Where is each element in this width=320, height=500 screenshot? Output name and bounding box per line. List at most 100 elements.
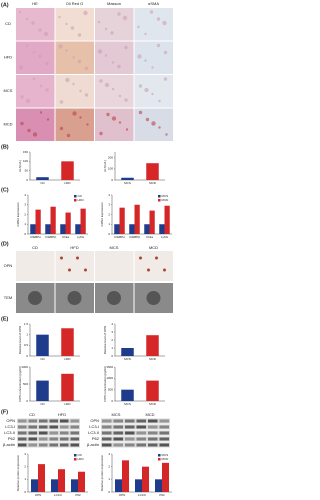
tissue-detail (32, 51, 36, 54)
y-tick-label: 4 (111, 322, 113, 326)
bar (35, 209, 41, 234)
blot-strip (101, 442, 170, 448)
x-tick-label: P62 (159, 493, 165, 497)
row-label: OPN (4, 263, 13, 268)
blot-band (39, 443, 48, 447)
tissue-detail (118, 121, 122, 124)
stain (84, 268, 87, 272)
tissue-detail (165, 133, 168, 136)
column-header: HFD (70, 245, 78, 250)
blot-band (28, 443, 37, 447)
panel-label: (B) (1, 144, 9, 150)
legend-label: MCD (162, 457, 170, 461)
tissue-detail (124, 45, 128, 50)
bar (51, 479, 58, 492)
y-tick-label: 2 (111, 338, 113, 342)
tissue-detail (151, 66, 154, 69)
tissue-detail (83, 10, 88, 16)
tissue-detail (20, 121, 24, 126)
nucleus (28, 291, 42, 305)
legend-swatch (74, 458, 77, 461)
y-tick-label: 200 (108, 155, 113, 159)
band-label: P62 (92, 436, 100, 441)
tissue-detail (65, 49, 68, 52)
y-tick-label: 4 (24, 193, 26, 197)
y-axis-label: Relative protein expression (100, 455, 104, 492)
y-tick-label: 500 (108, 387, 113, 391)
y-tick-label: 1000 (21, 365, 28, 369)
nucleus (67, 291, 82, 305)
tissue-detail (99, 79, 103, 83)
y-tick-label: 0 (26, 354, 28, 358)
y-axis-label: Relative level of OPN (18, 326, 22, 355)
micrograph (95, 8, 134, 41)
blot-strip (101, 424, 170, 430)
panel-label: (E) (1, 316, 9, 322)
tissue-detail (104, 82, 110, 88)
tissue-detail (156, 17, 161, 21)
tissue-detail (144, 59, 147, 62)
panel-label: (C) (1, 187, 9, 193)
x-tick-label: CD (40, 402, 45, 406)
tissue-detail (144, 32, 147, 36)
y-tick-label: 1 (111, 346, 113, 350)
tissue-detail (117, 64, 121, 69)
blot-band (60, 431, 69, 435)
y-tick-label: 1 (108, 222, 110, 226)
legend-label: MCD (162, 198, 170, 202)
blot-band (70, 431, 79, 435)
blot-strip (17, 418, 80, 424)
blot-band (18, 425, 27, 429)
column-header: MCD (149, 245, 158, 250)
y-tick-label: 3 (111, 330, 113, 334)
tissue-detail (18, 10, 22, 14)
micrograph (55, 251, 94, 281)
blot-band (70, 425, 79, 429)
legend-swatch (74, 195, 77, 198)
blot-band (159, 425, 169, 429)
blot-band (102, 437, 112, 441)
tissue-detail (20, 95, 24, 99)
band-label: OPN (6, 418, 15, 423)
bar (122, 460, 129, 492)
blot-band (18, 437, 27, 441)
bar (121, 389, 134, 401)
y-tick-label: 1500 (106, 365, 113, 369)
tissue-detail (65, 77, 70, 83)
tissue-detail (110, 31, 114, 35)
panel-label: (F) (1, 409, 8, 415)
bar (146, 335, 159, 356)
micrograph (95, 108, 134, 141)
x-tick-label: C/EBPβ (45, 235, 56, 239)
row-label: HFD (4, 55, 12, 60)
blot-band (60, 419, 69, 423)
bar (159, 224, 165, 234)
blot-band (159, 443, 169, 447)
y-tick-label: 100 (23, 159, 28, 163)
bar (146, 380, 159, 401)
y-tick-label: 1 (24, 222, 26, 226)
tissue-detail (99, 131, 103, 136)
tissue-detail (66, 133, 71, 138)
legend-label: HFD (78, 198, 85, 202)
bar (36, 334, 49, 356)
y-tick-label: 4 (108, 193, 110, 197)
tissue-detail (118, 94, 122, 98)
blot-band (39, 419, 48, 423)
tissue-detail (27, 128, 31, 133)
micrograph (95, 251, 134, 281)
tissue-detail (111, 87, 115, 91)
row-label: MCS (4, 88, 13, 93)
tissue-detail (72, 82, 75, 86)
tissue-detail (137, 54, 142, 59)
blot-band (70, 443, 79, 447)
tissue-detail (106, 112, 110, 117)
blot-band (70, 419, 79, 423)
blot-strip (17, 436, 80, 442)
column-header: HFD (58, 412, 66, 417)
y-tick-label: 150 (23, 150, 28, 154)
bar (36, 380, 49, 401)
legend-swatch (158, 195, 161, 198)
blot-band (49, 419, 58, 423)
micrograph (134, 8, 173, 41)
